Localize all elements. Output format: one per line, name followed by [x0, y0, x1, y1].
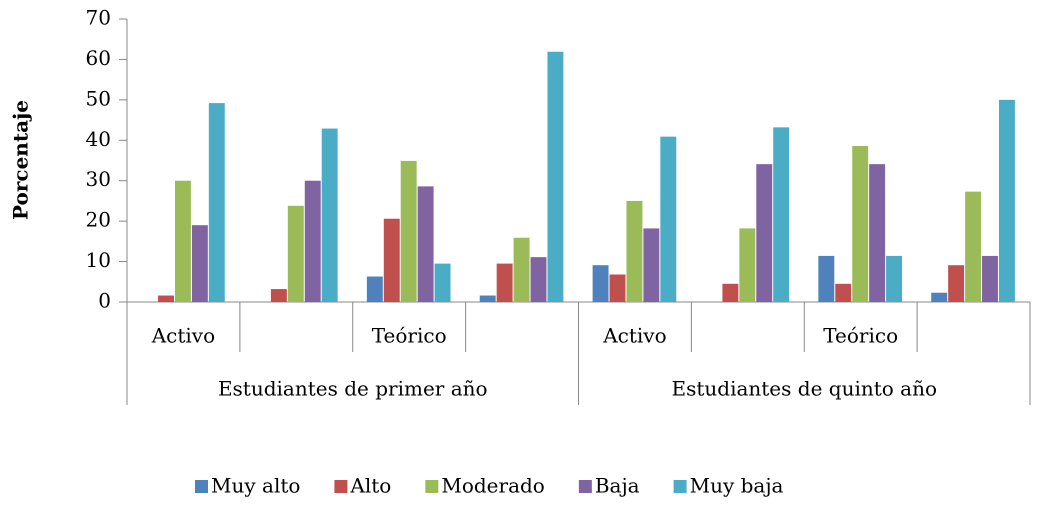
y-axis-title: Porcentaje: [9, 100, 33, 220]
bar: [626, 200, 643, 302]
bar: [609, 274, 626, 302]
x-tick-label: Teórico: [823, 324, 898, 348]
bar: [965, 191, 982, 302]
legend-swatch: [673, 480, 687, 493]
y-tick-label: 60: [86, 46, 111, 70]
bar: [982, 255, 998, 302]
legend-swatch: [195, 480, 208, 493]
bar: [998, 99, 1015, 302]
bar: [417, 186, 434, 302]
x-tick-label: Activo: [151, 324, 215, 348]
bar: [869, 164, 886, 302]
bar: [158, 295, 174, 302]
bar: [383, 218, 400, 302]
y-tick-label: 10: [86, 248, 111, 272]
group-label: Estudiantes de quinto año: [671, 377, 937, 401]
bar: [660, 136, 677, 302]
bar: [270, 289, 287, 302]
bar: [496, 263, 513, 302]
y-tick-label: 50: [86, 86, 111, 110]
bar: [479, 295, 496, 302]
y-tick-label: 0: [98, 289, 111, 313]
bar: [722, 283, 739, 302]
legend-swatch: [578, 480, 592, 493]
legend-label: Baja: [595, 474, 640, 498]
legend-swatch: [334, 480, 348, 493]
bar: [739, 228, 756, 302]
bar: [643, 228, 660, 302]
bar: [886, 255, 903, 302]
bar: [174, 180, 191, 302]
y-tick-label: 30: [86, 167, 111, 191]
y-tick-label: 20: [86, 208, 111, 232]
bar: [835, 283, 852, 302]
bar: [400, 160, 417, 302]
legend-label: Alto: [349, 474, 391, 498]
legend-label: Moderado: [441, 474, 545, 498]
y-tick-label: 40: [86, 127, 111, 151]
bar: [530, 257, 547, 302]
bar: [547, 51, 564, 302]
legend-label: Muy alto: [211, 474, 300, 498]
bar: [931, 292, 948, 302]
group-label: Estudiantes de primer año: [218, 377, 488, 401]
legend-swatch: [425, 480, 439, 493]
x-tick-label: Activo: [602, 324, 666, 348]
bar: [756, 164, 773, 302]
bar: [287, 205, 304, 302]
bar: [434, 263, 451, 302]
bar: [208, 103, 225, 302]
bar: [773, 127, 790, 302]
bar: [321, 128, 338, 302]
bar: [191, 225, 208, 302]
bar: [818, 255, 835, 302]
bar: [513, 237, 530, 302]
bar: [852, 145, 869, 302]
bar: [304, 180, 321, 302]
legend-label: Muy baja: [690, 474, 784, 498]
y-tick-label: 70: [86, 6, 111, 30]
bar: [592, 265, 609, 302]
x-tick-label: Teórico: [372, 324, 447, 348]
bar: [366, 276, 383, 302]
bar: [948, 265, 965, 302]
